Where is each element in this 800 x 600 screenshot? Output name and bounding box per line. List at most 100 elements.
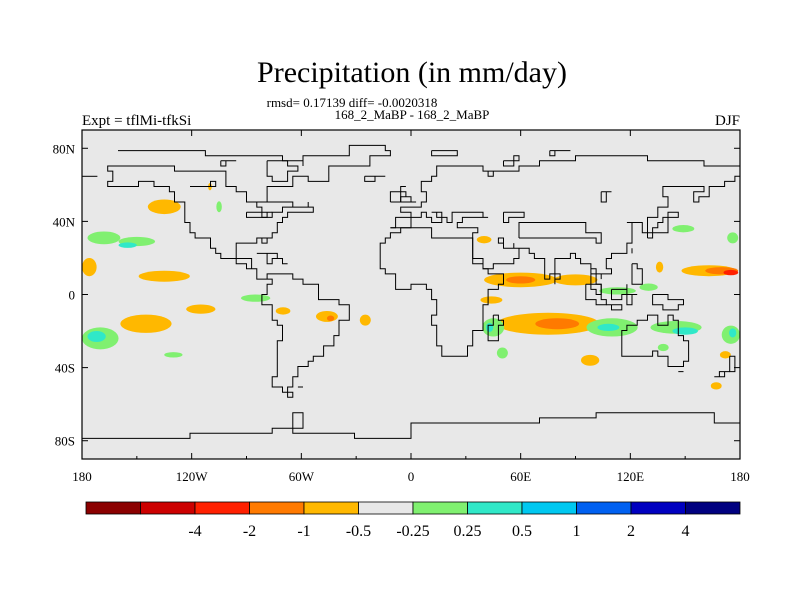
- colorbar-label-1: -2: [243, 523, 256, 540]
- case-line: 168_2_MaBP - 168_2_MaBP: [335, 107, 490, 122]
- anomaly-patch-41: [580, 354, 600, 366]
- anomaly-patch-29: [672, 327, 698, 335]
- coastline-28: [518, 222, 602, 244]
- anomaly-patch-0: [147, 199, 181, 215]
- anomaly-patch-23: [480, 296, 503, 304]
- colorbar-label-9: 4: [682, 523, 690, 540]
- coastline-12: [729, 355, 736, 373]
- coastline-20: [400, 186, 417, 203]
- x-tick-label-5: 120E: [617, 469, 645, 484]
- coastline-16: [631, 263, 643, 285]
- x-tick-label-3: 0: [408, 469, 415, 484]
- coastline-9: [652, 294, 684, 311]
- chart-title: Precipitation (in mm/day): [257, 56, 567, 89]
- colorbar-box-9: [576, 501, 632, 515]
- anomaly-patch-36: [727, 232, 739, 244]
- anomaly-patch-37: [655, 261, 664, 273]
- anomaly-layer: [82, 183, 740, 390]
- colorbar-box-5: [358, 501, 414, 515]
- colorbar-box-4: [303, 501, 359, 515]
- anomaly-patch-34: [723, 269, 739, 276]
- colorbar-label-6: 0.5: [512, 523, 532, 540]
- y-tick-label-1: 40N: [53, 214, 76, 229]
- anomaly-patch-35: [672, 225, 695, 233]
- colorbar-box-1: [140, 501, 196, 515]
- colorbar-label-5: 0.25: [454, 523, 482, 540]
- colorbar-box-7: [467, 501, 523, 515]
- anomaly-patch-44: [710, 382, 722, 390]
- stats-line: rmsd= 0.17139 diff= -0.0020318: [267, 95, 438, 110]
- anomaly-patch-45: [476, 236, 492, 244]
- anomaly-patch-5: [138, 270, 190, 282]
- x-tick-label-1: 120W: [176, 469, 209, 484]
- coastline-22: [364, 175, 386, 182]
- anomaly-patch-16: [216, 201, 222, 213]
- coastline-5: [585, 283, 607, 306]
- coastline-13: [714, 371, 730, 378]
- anomaly-patch-31: [729, 328, 737, 338]
- map-background: [82, 130, 740, 459]
- coastline-8: [626, 294, 638, 306]
- coastline-19: [554, 273, 561, 285]
- anomaly-patch-8: [186, 304, 216, 314]
- colorbar-label-3: -0.5: [346, 523, 371, 540]
- colorbar-label-7: 1: [573, 523, 581, 540]
- anomaly-patch-39: [485, 322, 494, 332]
- coastline-24: [277, 258, 288, 265]
- x-tick-label-0: 180: [72, 469, 92, 484]
- anomaly-patch-42: [657, 343, 669, 352]
- colorbar-box-3: [249, 501, 305, 515]
- coastline-1: [379, 227, 504, 357]
- coastline-6: [606, 304, 623, 311]
- coastline-27: [82, 412, 740, 439]
- coastline-26: [266, 160, 299, 182]
- anomaly-patch-40: [496, 347, 508, 359]
- y-tick-label-2: 0: [69, 288, 76, 303]
- anomaly-patch-27: [597, 323, 620, 332]
- y-axis: 80N 40N 0 40S 80S: [53, 141, 740, 449]
- y-tick-label-0: 80N: [53, 141, 76, 156]
- anomaly-patch-11: [164, 352, 183, 358]
- colorbar-label-4: -0.25: [396, 523, 429, 540]
- anomaly-patch-4: [82, 257, 97, 277]
- coastline-7: [611, 284, 628, 301]
- anomaly-patch-12: [275, 307, 291, 315]
- coastline-4: [390, 175, 740, 295]
- y-tick-label-3: 40S: [55, 361, 75, 376]
- anomaly-patch-14: [326, 315, 335, 322]
- colorbar-box-8: [521, 501, 577, 515]
- colorbar-box-11: [685, 501, 741, 515]
- colorbar-label-0: -4: [188, 523, 201, 540]
- coastline-36: [503, 155, 520, 167]
- anomaly-patch-43: [719, 351, 731, 359]
- x-tick-label-2: 60W: [289, 469, 315, 484]
- coastline-35: [431, 150, 458, 157]
- coastline-34: [549, 150, 571, 157]
- anomaly-patch-1: [87, 231, 121, 245]
- season-label: DJF: [715, 113, 740, 129]
- x-axis: 180 120W 60W 0 60E 120E 180: [72, 130, 750, 484]
- coastline-21: [389, 191, 402, 203]
- coastline-33: [220, 160, 237, 167]
- coastline-31: [190, 180, 217, 187]
- coastline-10: [621, 314, 690, 367]
- y-tick-label-4: 80S: [55, 434, 75, 449]
- anomaly-patch-13: [315, 310, 338, 322]
- colorbar-box-6: [412, 501, 468, 515]
- anomaly-patch-10: [87, 331, 106, 343]
- anomaly-patch-20: [553, 274, 598, 286]
- colorbar-box-10: [630, 501, 686, 515]
- coastline-18: [487, 314, 504, 342]
- colorbar-label-2: -1: [297, 523, 310, 540]
- coastline-14: [647, 216, 669, 239]
- coastline-0: [107, 144, 391, 398]
- anomaly-patch-25: [535, 318, 580, 330]
- anomaly-patch-22: [639, 283, 658, 291]
- anomaly-patch-3: [118, 242, 137, 248]
- experiment-label: Expt = tflMi-tfkSi: [82, 113, 191, 129]
- x-tick-label-6: 180: [730, 469, 750, 484]
- coastline-32: [600, 191, 612, 203]
- anomaly-patch-7: [120, 314, 172, 333]
- colorbar-box-0: [85, 501, 141, 515]
